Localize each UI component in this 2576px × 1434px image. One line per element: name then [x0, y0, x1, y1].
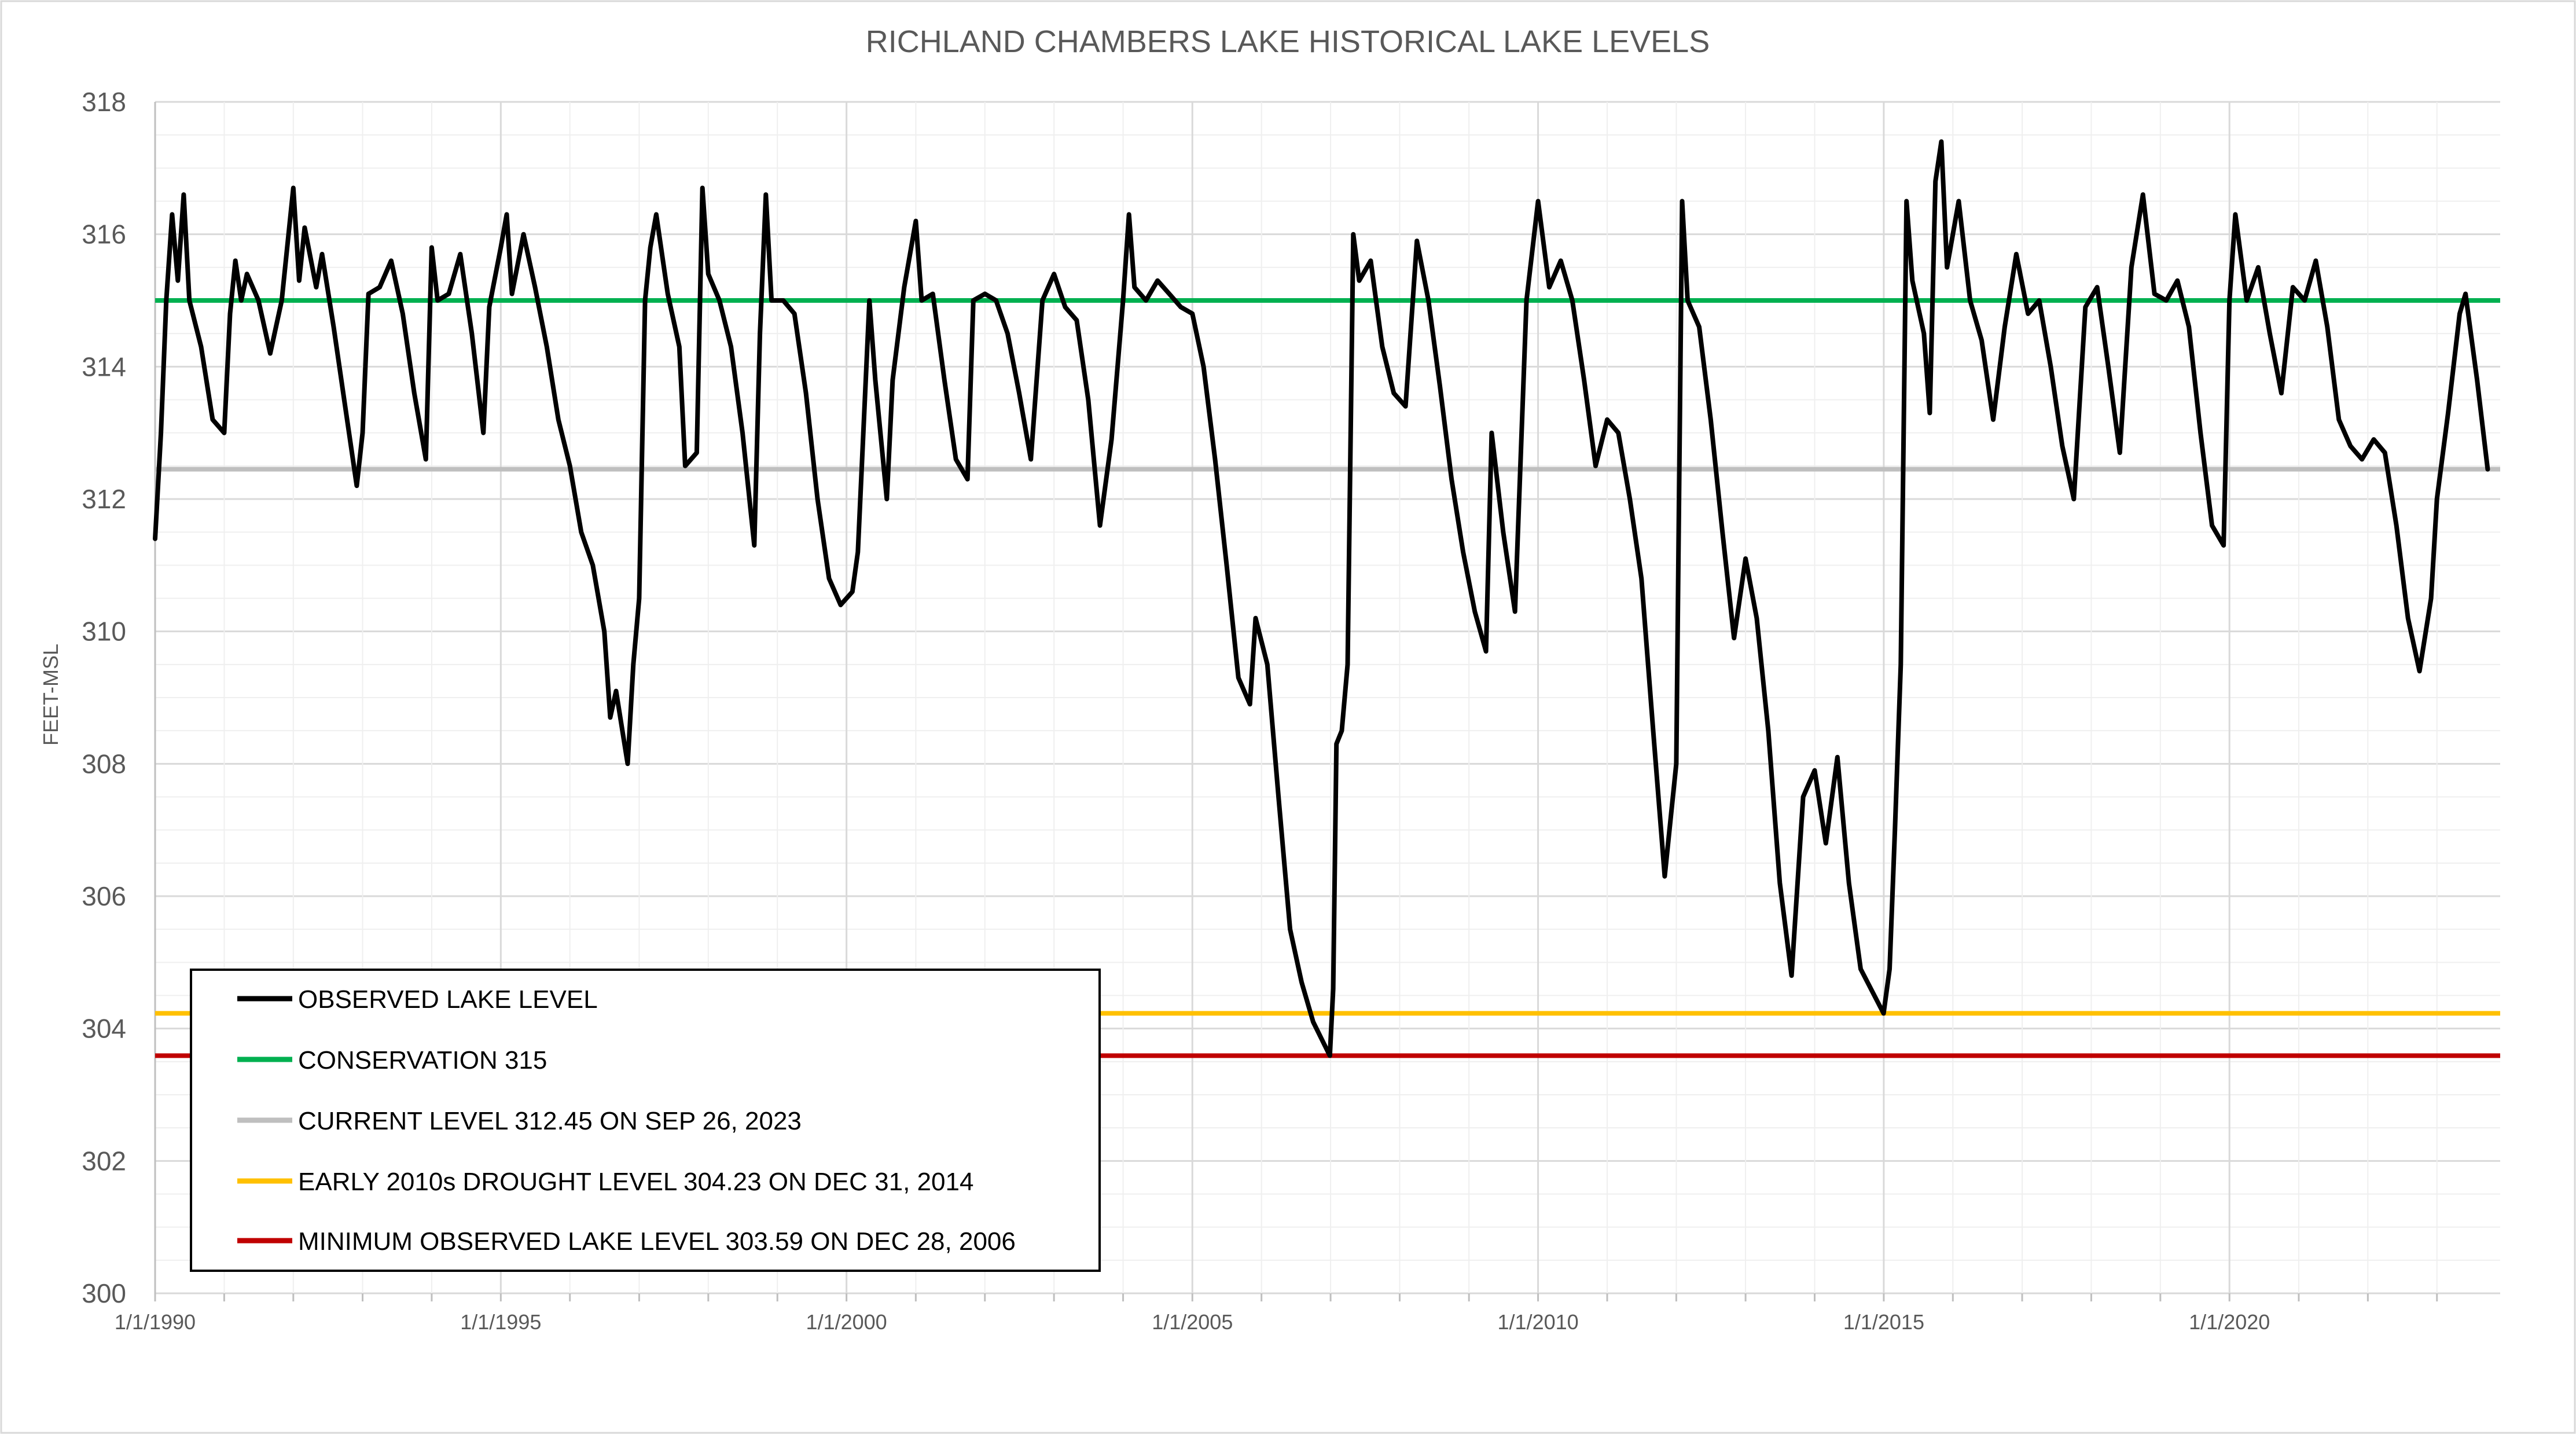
y-tick-label: 312	[82, 484, 126, 514]
legend-label-drought: EARLY 2010s DROUGHT LEVEL 304.23 ON DEC …	[298, 1168, 973, 1196]
y-tick-label: 308	[82, 749, 126, 779]
x-tick-label: 1/1/2000	[806, 1310, 887, 1334]
x-tick-label: 1/1/1995	[460, 1310, 541, 1334]
y-tick-label: 314	[82, 351, 126, 382]
y-tick-label: 304	[82, 1014, 126, 1044]
y-axis-label: FEET-MSL	[39, 644, 63, 746]
y-tick-label: 300	[82, 1278, 126, 1308]
y-tick-label: 302	[82, 1146, 126, 1176]
x-tick-label: 1/1/2010	[1498, 1310, 1579, 1334]
legend-label-conservation: CONSERVATION 315	[298, 1046, 547, 1074]
chart-title: RICHLAND CHAMBERS LAKE HISTORICAL LAKE L…	[866, 24, 1710, 59]
y-tick-label: 316	[82, 219, 126, 250]
y-tick-label: 318	[82, 87, 126, 117]
x-tick-label: 1/1/2005	[1152, 1310, 1233, 1334]
legend-box	[190, 969, 1101, 1272]
legend-label-minimum: MINIMUM OBSERVED LAKE LEVEL 303.59 ON DE…	[298, 1227, 1016, 1256]
legend-label-current: CURRENT LEVEL 312.45 ON SEP 26, 2023	[298, 1107, 802, 1135]
y-tick-label: 310	[82, 617, 126, 647]
observed-level-line	[153, 139, 2490, 1058]
x-tick-label: 1/1/1990	[115, 1310, 196, 1334]
y-tick-label: 306	[82, 881, 126, 911]
x-tick-label: 1/1/2015	[1843, 1310, 1924, 1334]
legend: OBSERVED LAKE LEVEL CONSERVATION 315 CUR…	[190, 969, 1101, 1272]
series-layer	[153, 139, 2490, 1058]
x-tick-label: 1/1/2020	[2189, 1310, 2270, 1334]
legend-label-observed: OBSERVED LAKE LEVEL	[298, 985, 598, 1014]
y-tick-labels: 300 302 304 306 308 310 312 314 316 318	[82, 87, 126, 1308]
x-tick-labels: 1/1/1990 1/1/1995 1/1/2000 1/1/2005 1/1/2010…	[115, 1310, 2270, 1334]
